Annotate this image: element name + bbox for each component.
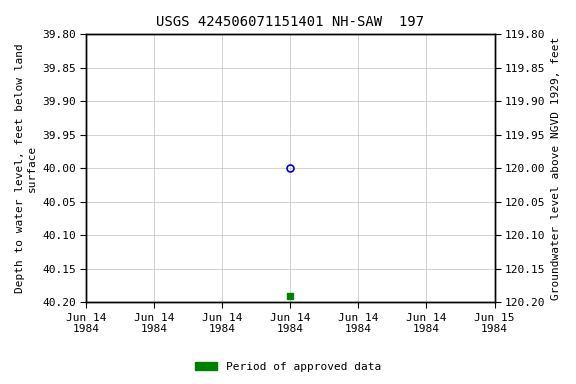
Y-axis label: Groundwater level above NGVD 1929, feet: Groundwater level above NGVD 1929, feet (551, 37, 561, 300)
Y-axis label: Depth to water level, feet below land
surface: Depth to water level, feet below land su… (15, 43, 37, 293)
Title: USGS 424506071151401 NH-SAW  197: USGS 424506071151401 NH-SAW 197 (157, 15, 425, 29)
Legend: Period of approved data: Period of approved data (191, 358, 385, 377)
